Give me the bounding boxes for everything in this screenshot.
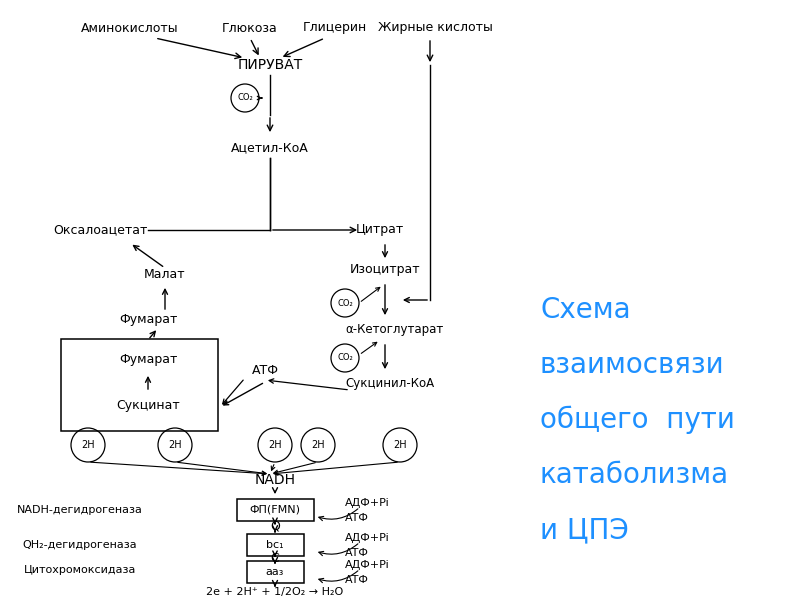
Text: α-Кетоглутарат: α-Кетоглутарат [346, 323, 444, 337]
Text: Сукцинат: Сукцинат [116, 398, 180, 412]
Text: ФП(FMN): ФП(FMN) [250, 505, 301, 515]
Text: АТФ: АТФ [345, 548, 369, 558]
FancyBboxPatch shape [61, 339, 218, 431]
Text: CO₂: CO₂ [337, 353, 353, 362]
Text: 2H: 2H [393, 440, 407, 450]
Text: АДФ+Pi: АДФ+Pi [345, 560, 390, 570]
Text: NADH-дегидрогеназа: NADH-дегидрогеназа [17, 505, 143, 515]
Text: Оксалоацетат: Оксалоацетат [53, 223, 147, 236]
FancyBboxPatch shape [246, 561, 303, 583]
Text: aa₃: aa₃ [266, 567, 284, 577]
Text: Цитохромоксидаза: Цитохромоксидаза [24, 565, 136, 575]
Text: CO₂: CO₂ [237, 94, 253, 103]
FancyBboxPatch shape [246, 534, 303, 556]
Text: Фумарат: Фумарат [119, 353, 177, 367]
Text: Цитрат: Цитрат [356, 223, 404, 236]
Text: Ацетил-КоА: Ацетил-КоА [231, 142, 309, 154]
Text: CO₂: CO₂ [337, 298, 353, 307]
Text: 2H: 2H [268, 440, 282, 450]
Text: Фумарат: Фумарат [119, 313, 177, 326]
Text: АДФ+Pi: АДФ+Pi [345, 498, 390, 508]
Text: ПИРУВАТ: ПИРУВАТ [238, 58, 302, 72]
Text: Малат: Малат [144, 269, 186, 281]
Text: NADH: NADH [254, 473, 295, 487]
Text: Аминокислоты: Аминокислоты [81, 22, 179, 34]
Text: Сукцинил-КоА: Сукцинил-КоА [346, 377, 434, 389]
FancyBboxPatch shape [237, 499, 314, 521]
Text: общего  пути: общего пути [540, 406, 735, 434]
Text: взаимосвязи: взаимосвязи [540, 351, 725, 379]
Text: катаболизма: катаболизма [540, 461, 729, 489]
Text: 2H: 2H [311, 440, 325, 450]
Text: АТФ: АТФ [251, 364, 278, 377]
Text: АТФ: АТФ [345, 513, 369, 523]
Text: 2e + 2H⁺ + 1/2O₂ → H₂O: 2e + 2H⁺ + 1/2O₂ → H₂O [206, 587, 344, 597]
Text: Изоцитрат: Изоцитрат [350, 263, 420, 277]
Text: bc₁: bc₁ [266, 540, 284, 550]
Text: и ЦПЭ: и ЦПЭ [540, 516, 629, 544]
Text: Жирные кислоты: Жирные кислоты [378, 22, 493, 34]
Text: Q: Q [270, 520, 280, 533]
Text: Схема: Схема [540, 296, 630, 324]
Text: 2H: 2H [81, 440, 95, 450]
Text: 2H: 2H [168, 440, 182, 450]
Text: C: C [270, 551, 279, 565]
Text: АТФ: АТФ [345, 575, 369, 585]
Text: Глицерин: Глицерин [303, 22, 367, 34]
Text: QH₂-дегидрогеназа: QH₂-дегидрогеназа [22, 540, 138, 550]
Text: Глюкоза: Глюкоза [222, 22, 278, 34]
Text: АДФ+Pi: АДФ+Pi [345, 533, 390, 543]
